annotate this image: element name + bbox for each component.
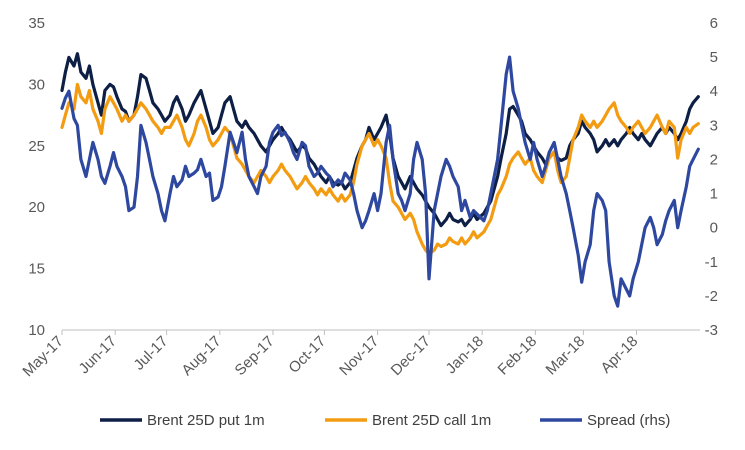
legend: Brent 25D put 1m Brent 25D call 1m Spread … (100, 412, 670, 429)
x-tick-label: Nov-17 (336, 333, 382, 379)
legend-label-3: Spread (rhs) (587, 412, 670, 429)
y-left-tick-label: 20 (28, 199, 45, 216)
legend-label-2: Brent 25D call 1m (372, 412, 491, 429)
y-right-tick-label: 1 (710, 186, 718, 203)
x-tick-label: Jan-18 (443, 333, 487, 377)
y-left-tick-label: 15 (28, 261, 45, 278)
x-tick-label: Apr-18 (598, 333, 642, 377)
y-right-tick-label: 3 (710, 117, 718, 134)
legend-label-1: Brent 25D put 1m (147, 412, 265, 429)
series-layer (60, 52, 700, 308)
y-right-tick-label: 4 (710, 83, 718, 100)
x-tick-label: Oct-17 (285, 333, 329, 377)
series-line-2 (60, 82, 700, 256)
y-right-tick-label: -1 (705, 254, 718, 271)
x-tick-label: Jun-17 (76, 333, 120, 377)
x-tick-label: Mar-18 (543, 333, 589, 379)
x-tick-label: May-17 (19, 333, 66, 380)
series-line-1 (60, 52, 700, 228)
y-right-tick-label: 0 (710, 220, 718, 237)
y-left-tick-label: 25 (28, 138, 45, 155)
y-left-tick-label: 10 (28, 322, 45, 339)
series-line-3 (60, 55, 700, 308)
y-right-tick-label: -3 (705, 322, 718, 339)
x-tick-label: Jul-17 (131, 333, 172, 374)
y-right-tick-label: 2 (710, 151, 718, 168)
y-right-tick-label: 5 (710, 49, 718, 66)
y-left-tick-label: 30 (28, 76, 45, 93)
x-tick-label: Sep-17 (232, 333, 278, 379)
y-right-tick-label: 6 (710, 15, 718, 32)
y-right-tick-label: -2 (705, 288, 718, 305)
x-tick-label: Feb-18 (495, 333, 541, 379)
x-tick-label: Aug-17 (178, 333, 224, 379)
y-left-tick-label: 35 (28, 15, 45, 32)
axes-layer: May-17 Jun-17 Jul-17 Aug-17 Sep-17 Oct-17 Nov-… (19, 15, 718, 380)
x-tick-label: Dec-17 (388, 333, 434, 379)
